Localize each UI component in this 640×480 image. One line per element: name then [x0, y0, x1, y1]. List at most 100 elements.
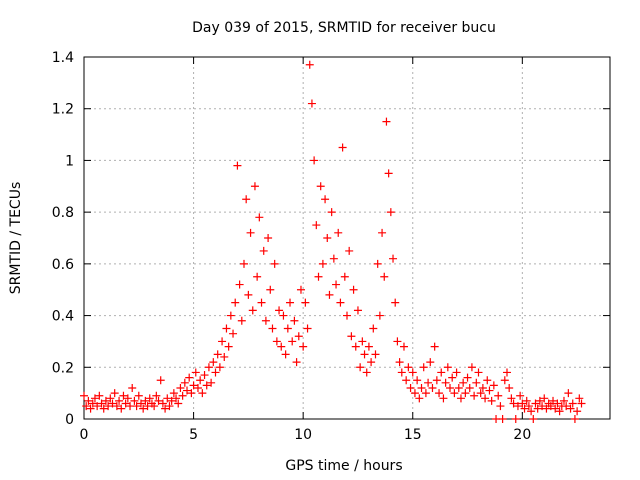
data-point [549, 396, 558, 405]
data-point [395, 358, 404, 367]
data-point [402, 376, 411, 385]
data-point [356, 363, 365, 372]
data-point [257, 298, 266, 307]
data-point [226, 311, 235, 320]
data-point [345, 246, 354, 255]
data-point [299, 342, 308, 351]
y-tick-label: 0 [65, 412, 74, 428]
data-point [86, 404, 95, 413]
data-point [375, 311, 384, 320]
data-point [169, 389, 178, 398]
data-point [378, 228, 387, 237]
data-point [239, 259, 248, 268]
data-point [531, 399, 540, 408]
data-point [448, 373, 457, 382]
data-point [426, 358, 435, 367]
data-point [505, 383, 514, 392]
data-point [277, 342, 286, 351]
data-point [325, 290, 334, 299]
data-point [474, 368, 483, 377]
data-point [511, 415, 520, 423]
data-point [380, 272, 389, 281]
data-point [408, 368, 417, 377]
data-point [369, 324, 378, 333]
data-point [533, 404, 542, 413]
data-point [470, 391, 479, 400]
data-point [465, 383, 474, 392]
data-point [555, 407, 564, 416]
data-point [244, 290, 253, 299]
data-point [439, 394, 448, 403]
data-point [435, 389, 444, 398]
data-point [95, 391, 104, 400]
data-point [215, 363, 224, 372]
data-point [305, 60, 314, 69]
data-point [174, 399, 183, 408]
data-point [461, 389, 470, 398]
data-point [332, 280, 341, 289]
data-point [266, 285, 275, 294]
data-point [161, 404, 170, 413]
data-point [108, 399, 117, 408]
data-point [524, 402, 533, 411]
data-point [564, 389, 573, 398]
data-point [268, 324, 277, 333]
data-point [229, 329, 238, 338]
data-point [248, 306, 257, 315]
data-point [489, 381, 498, 390]
data-point [132, 402, 141, 411]
data-point [250, 182, 259, 191]
data-point [90, 394, 99, 403]
y-axis-label: SRMTID / TECUs [8, 182, 24, 295]
data-point [467, 363, 476, 372]
data-point [437, 368, 446, 377]
data-point [152, 391, 161, 400]
x-tick-labels: 0 5 10 15 20 [80, 427, 532, 443]
data-point [121, 399, 130, 408]
data-point [456, 394, 465, 403]
data-point [187, 389, 196, 398]
data-point [535, 396, 544, 405]
data-point [509, 399, 518, 408]
data-point [119, 391, 128, 400]
data-point [498, 415, 507, 423]
data-point [275, 306, 284, 315]
data-point [391, 298, 400, 307]
data-point [452, 368, 461, 377]
data-point [106, 394, 115, 403]
data-point [134, 391, 143, 400]
data-points [80, 60, 586, 423]
data-point [516, 391, 525, 400]
data-point [413, 376, 422, 385]
data-point [362, 368, 371, 377]
data-point [198, 389, 207, 398]
data-point [97, 399, 106, 408]
data-point [264, 234, 273, 242]
data-point [446, 383, 455, 392]
chart-title: Day 039 of 2015, SRMTID for receiver buc… [192, 20, 496, 36]
data-point [233, 161, 242, 170]
data-point [128, 383, 137, 392]
data-point [246, 228, 255, 237]
data-point [292, 358, 301, 367]
y-tick-label: 0.4 [52, 309, 74, 325]
data-point [84, 396, 93, 405]
data-point [207, 378, 216, 387]
data-point [529, 415, 538, 423]
x-tick-label: 5 [189, 427, 198, 443]
data-point [459, 378, 468, 387]
x-tick-label: 10 [294, 427, 312, 443]
data-point [478, 383, 487, 392]
data-point [327, 208, 336, 217]
data-point [443, 363, 452, 372]
data-point [428, 383, 437, 392]
data-point [156, 376, 165, 385]
data-point [441, 378, 450, 387]
data-point [303, 324, 312, 333]
data-point [406, 383, 415, 392]
data-point [281, 350, 290, 359]
data-point [185, 373, 194, 382]
data-point [261, 316, 270, 325]
data-point [496, 402, 505, 411]
